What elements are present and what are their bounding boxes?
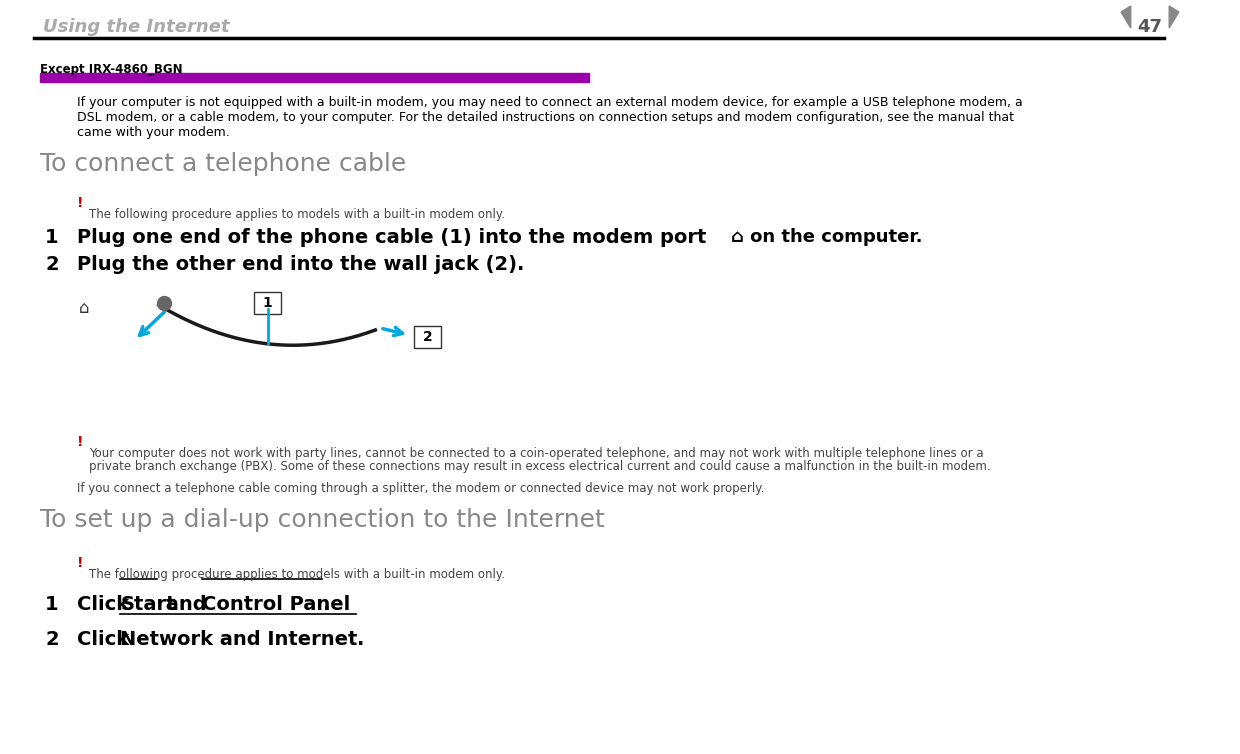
Text: Control Panel: Control Panel (202, 595, 351, 614)
Text: 2: 2 (45, 630, 58, 649)
Text: !: ! (77, 556, 83, 570)
Text: Plug one end of the phone cable (1) into the modem port: Plug one end of the phone cable (1) into… (77, 228, 720, 247)
Text: Network and Internet: Network and Internet (120, 630, 357, 649)
Polygon shape (1121, 6, 1131, 28)
Text: Start: Start (120, 595, 176, 614)
Text: 47: 47 (1137, 18, 1162, 36)
Text: ⌂: ⌂ (79, 299, 89, 317)
Text: DSL modem, or a cable modem, to your computer. For the detailed instructions on : DSL modem, or a cable modem, to your com… (77, 111, 1014, 124)
Text: If your computer is not equipped with a built-in modem, you may need to connect : If your computer is not equipped with a … (77, 96, 1023, 109)
Text: Click: Click (77, 595, 136, 614)
Text: 2: 2 (45, 255, 58, 274)
Text: Using the Internet: Using the Internet (43, 18, 229, 36)
Text: and: and (159, 595, 213, 614)
Text: .: . (324, 595, 331, 614)
Text: Click: Click (77, 630, 136, 649)
Text: 2: 2 (423, 330, 432, 344)
Text: Plug the other end into the wall jack (2).: Plug the other end into the wall jack (2… (77, 255, 525, 274)
Text: 1: 1 (45, 595, 58, 614)
Polygon shape (1169, 6, 1179, 28)
Text: To set up a dial-up connection to the Internet: To set up a dial-up connection to the In… (41, 508, 605, 532)
Text: The following procedure applies to models with a built-in modem only.: The following procedure applies to model… (88, 208, 505, 221)
Text: To connect a telephone cable: To connect a telephone cable (41, 152, 407, 176)
Text: .: . (357, 630, 365, 649)
FancyBboxPatch shape (254, 292, 281, 314)
Text: ⌂ on the computer.: ⌂ on the computer. (732, 228, 923, 246)
Text: !: ! (77, 196, 83, 210)
Text: 1: 1 (45, 228, 58, 247)
Text: private branch exchange (PBX). Some of these connections may result in excess el: private branch exchange (PBX). Some of t… (88, 460, 991, 473)
Text: Except IRX-4860_BGN: Except IRX-4860_BGN (41, 63, 184, 76)
Text: 1: 1 (263, 296, 273, 310)
Bar (41, 73, 589, 82)
Text: If you connect a telephone cable coming through a splitter, the modem or connect: If you connect a telephone cable coming … (77, 482, 764, 495)
Text: Your computer does not work with party lines, cannot be connected to a coin-oper: Your computer does not work with party l… (88, 447, 983, 460)
Text: The following procedure applies to models with a built-in modem only.: The following procedure applies to model… (88, 568, 505, 581)
Text: !: ! (77, 435, 83, 449)
Text: came with your modem.: came with your modem. (77, 126, 229, 139)
FancyBboxPatch shape (414, 326, 440, 348)
